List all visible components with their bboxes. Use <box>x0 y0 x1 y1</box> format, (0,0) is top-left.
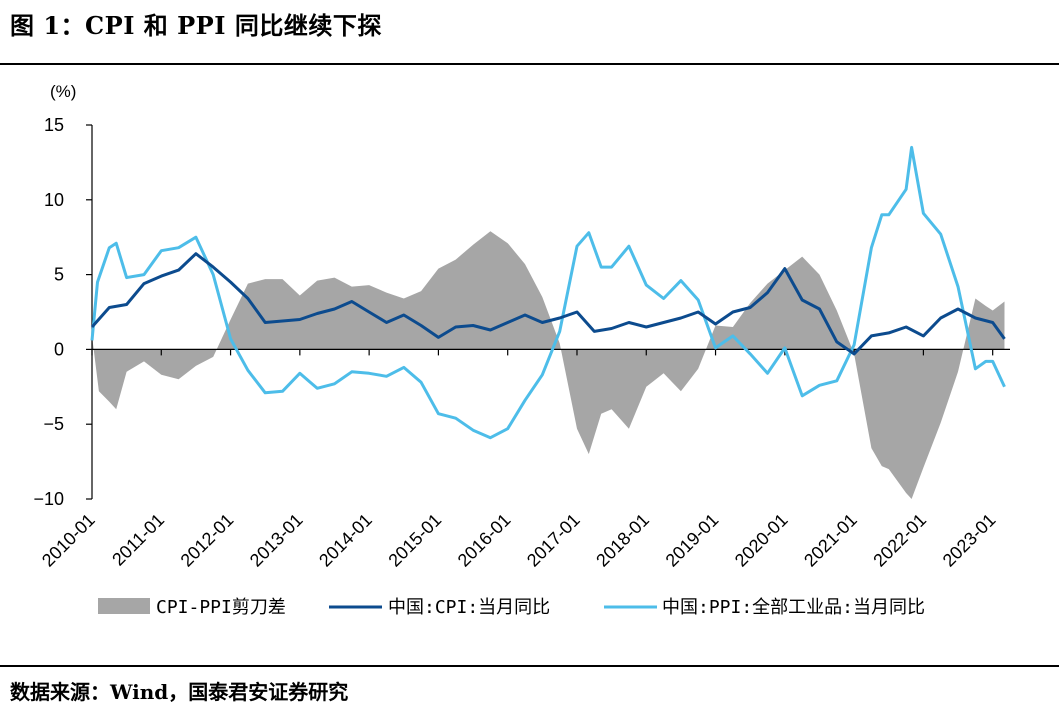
x-tick-label: 2010-01 <box>38 510 99 571</box>
ppi-line <box>90 145 1006 440</box>
series-lines-layer <box>90 145 1006 440</box>
x-tick-label: 2014-01 <box>315 510 376 571</box>
x-tick-label: 2019-01 <box>662 510 723 571</box>
y-axis-unit-label: (%) <box>50 82 76 101</box>
x-tick-label: 2017-01 <box>523 510 584 571</box>
y-tick-label: 15 <box>44 115 64 135</box>
y-tick-label: 10 <box>44 190 64 210</box>
x-tick-label: 2022-01 <box>869 510 930 571</box>
y-tick-label: 5 <box>54 265 64 285</box>
x-tick-label: 2018-01 <box>592 510 653 571</box>
x-tick-label: 2021-01 <box>800 510 861 571</box>
x-tick-label: 2015-01 <box>384 510 445 571</box>
figure-title: 图 1：CPI 和 PPI 同比继续下探 <box>10 11 382 40</box>
legend-label-ppi: 中国:PPI:全部工业品:当月同比 <box>662 597 925 618</box>
top-rule <box>0 63 1059 65</box>
source-note: 数据来源：Wind，国泰君安证券研究 <box>10 680 349 704</box>
x-tick-label: 2011-01 <box>108 510 168 570</box>
x-tick-label: 2016-01 <box>454 510 515 571</box>
cpi-line <box>90 252 1006 356</box>
x-tick-label: 2020-01 <box>731 510 792 571</box>
legend-swatch-spread <box>98 598 150 614</box>
legend-label-cpi: 中国:CPI:当月同比 <box>388 597 550 618</box>
y-tick-label: −5 <box>43 414 64 434</box>
spread-area <box>92 231 1005 499</box>
legend: CPI-PPI剪刀差 中国:CPI:当月同比 中国:PPI:全部工业品:当月同比 <box>98 597 925 618</box>
y-tick-label: −10 <box>33 489 64 509</box>
x-tick-label: 2023-01 <box>939 510 1000 571</box>
y-tick-label: 0 <box>54 339 64 359</box>
x-tick-label: 2013-01 <box>246 510 307 571</box>
bottom-rule <box>0 665 1059 667</box>
spread-area-layer <box>92 231 1005 499</box>
legend-label-spread: CPI-PPI剪刀差 <box>156 597 286 618</box>
x-tick-label: 2012-01 <box>177 510 238 571</box>
